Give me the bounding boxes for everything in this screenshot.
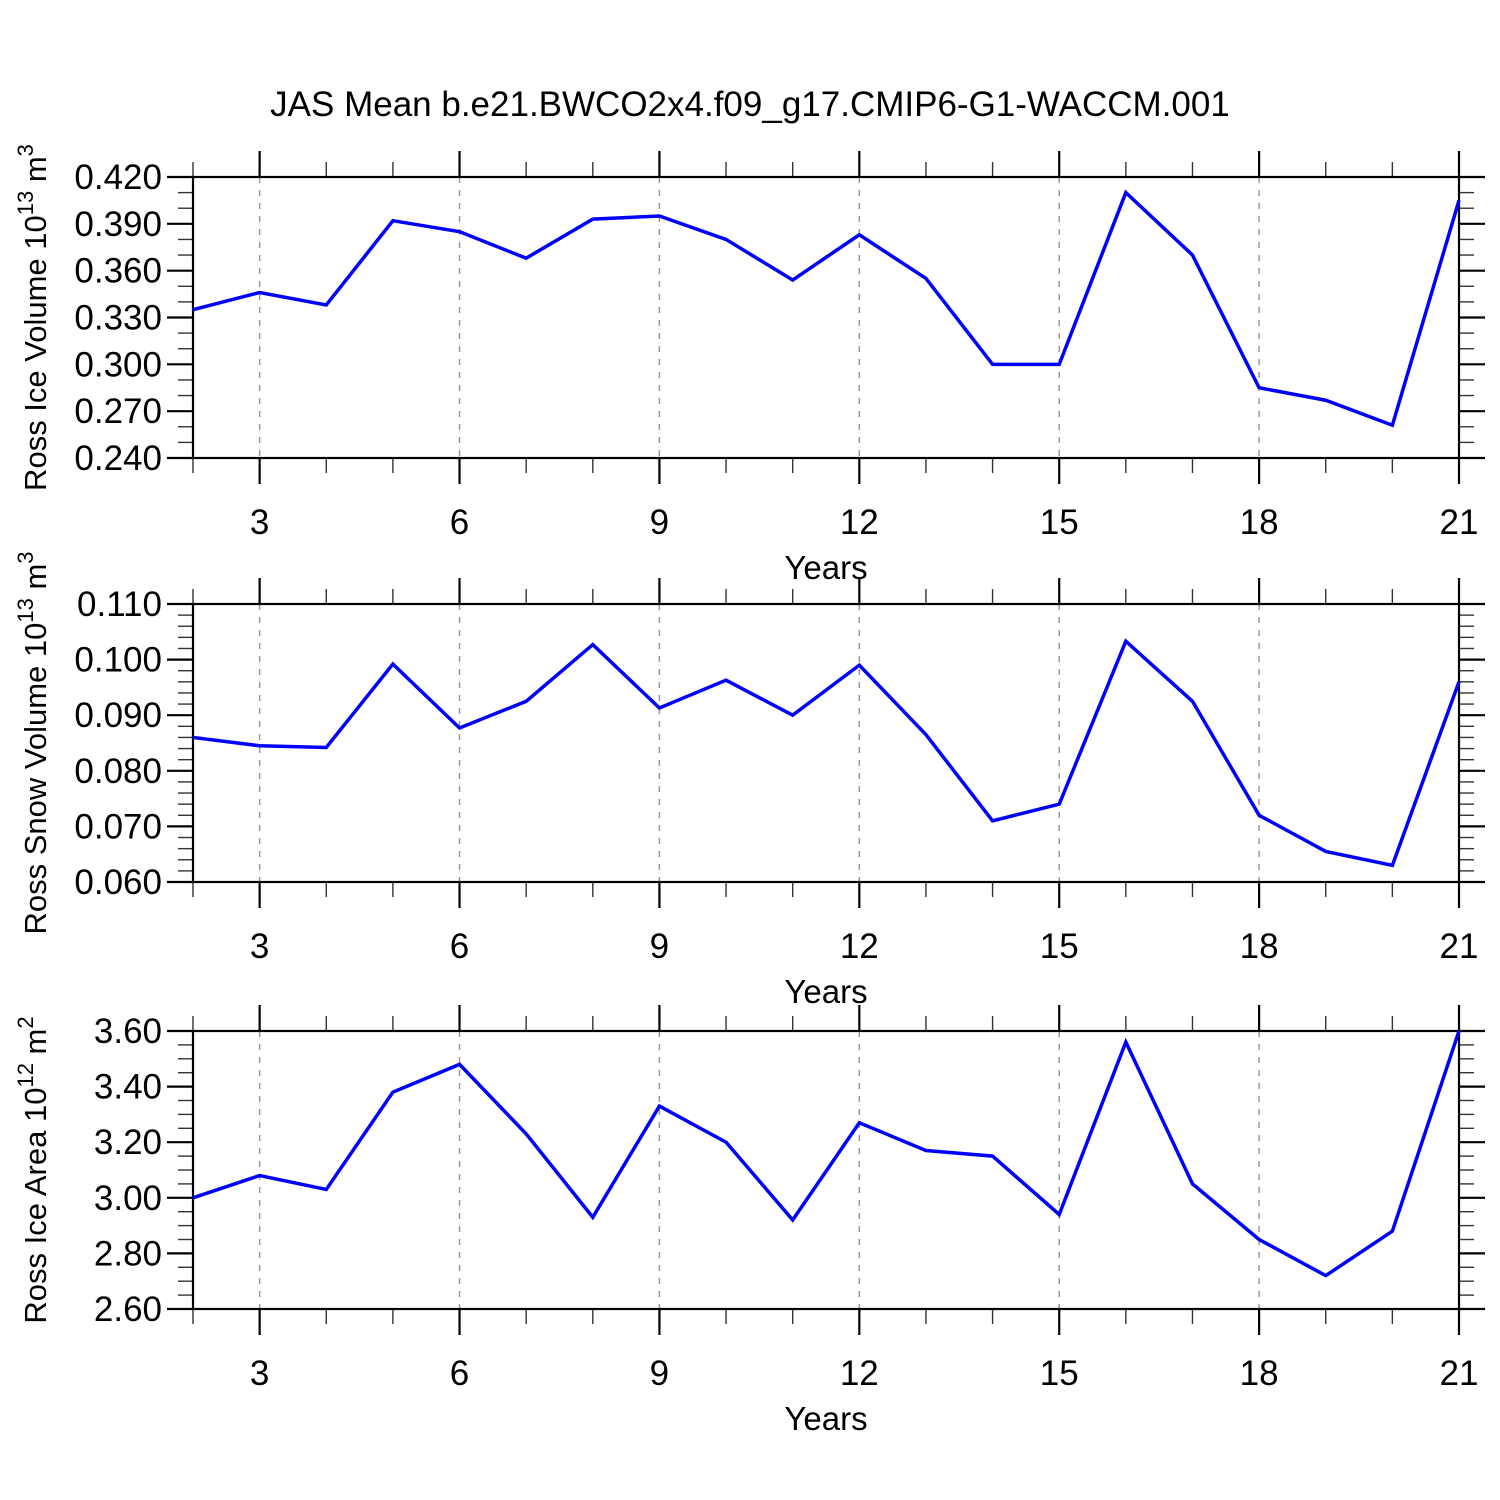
y-axis-title: Ross Ice Volume 1013 m3 xyxy=(13,144,53,491)
y-axis-title: Ross Ice Area 1012 m2 xyxy=(13,1016,53,1323)
y-tick-label: 0.330 xyxy=(74,299,162,338)
x-tick-label: 21 xyxy=(1440,503,1479,542)
ross-ice-volume-line xyxy=(192,189,1461,428)
x-tick-label: 6 xyxy=(450,1354,469,1393)
x-axis-title: Years xyxy=(784,1400,867,1437)
y-tick-label: 2.80 xyxy=(94,1234,162,1273)
x-tick-label: 12 xyxy=(840,1354,879,1393)
y-tick-label: 2.60 xyxy=(94,1290,162,1329)
y-tick-label: 3.60 xyxy=(94,1012,162,1051)
y-tick-label: 0.080 xyxy=(74,752,162,791)
y-tick-label: 0.360 xyxy=(74,252,162,291)
x-tick-label: 21 xyxy=(1440,1354,1479,1393)
x-tick-label: 9 xyxy=(650,1354,669,1393)
y-tick-label: 0.060 xyxy=(74,863,162,902)
y-axis-title: Ross Snow Volume 1013 m3 xyxy=(13,551,53,934)
axis-frame xyxy=(191,175,1461,460)
ross-ice-volume-panel: 0.240 0.270 0.300 0.330 0.360 0.390 0.420 3 6 9 12… xyxy=(13,144,1485,586)
x-tick-label: 15 xyxy=(1040,927,1079,966)
axis-frame xyxy=(191,602,1461,884)
x-tick-label: 12 xyxy=(840,503,879,542)
y-tick-label: 0.110 xyxy=(77,585,162,624)
x-axis-title: Years xyxy=(784,973,867,1010)
y-tick-label: 0.420 xyxy=(74,158,162,197)
ross-snow-volume-line xyxy=(192,638,1461,868)
x-tick-label: 3 xyxy=(250,1354,269,1393)
x-axis-title: Years xyxy=(784,549,867,586)
x-tick-label: 6 xyxy=(450,503,469,542)
x-tick-label: 3 xyxy=(250,503,269,542)
y-tick-label: 3.00 xyxy=(94,1179,162,1218)
x-tick-label: 6 xyxy=(450,927,469,966)
y-tick-label: 0.390 xyxy=(74,205,162,244)
x-tick-label: 15 xyxy=(1040,503,1079,542)
ross-snow-volume-panel: 0.060 0.070 0.080 0.090 0.100 0.110 3 6 9 12 15 18 2… xyxy=(13,551,1485,1010)
ross-ice-area-line xyxy=(192,1030,1461,1278)
axis-frame xyxy=(191,1029,1461,1311)
y-tick-label: 0.300 xyxy=(74,345,162,384)
y-tick-label: 0.090 xyxy=(74,696,162,735)
y-tick-label: 0.100 xyxy=(74,641,162,680)
x-tick-label: 21 xyxy=(1440,927,1479,966)
x-tick-label: 9 xyxy=(650,503,669,542)
x-tick-label: 3 xyxy=(250,927,269,966)
x-tick-label: 12 xyxy=(840,927,879,966)
chart-title: JAS Mean b.e21.BWCO2x4.f09_g17.CMIP6-G1-… xyxy=(270,85,1230,124)
x-tick-label: 18 xyxy=(1240,1354,1279,1393)
y-tick-label: 0.240 xyxy=(74,439,162,478)
x-tick-label: 9 xyxy=(650,927,669,966)
x-tick-label: 18 xyxy=(1240,927,1279,966)
ross-ice-area-panel: 2.60 2.80 3.00 3.20 3.40 3.60 3 6 9 12 15 18 21 Years… xyxy=(13,1005,1485,1437)
y-tick-label: 3.20 xyxy=(94,1123,162,1162)
y-tick-label: 0.070 xyxy=(74,807,162,846)
x-tick-label: 15 xyxy=(1040,1354,1079,1393)
panels: 0.240 0.270 0.300 0.330 0.360 0.390 0.420 3 6 9 12… xyxy=(13,144,1485,1437)
y-tick-label: 3.40 xyxy=(94,1068,162,1107)
x-tick-label: 18 xyxy=(1240,503,1279,542)
y-tick-label: 0.270 xyxy=(74,392,162,431)
